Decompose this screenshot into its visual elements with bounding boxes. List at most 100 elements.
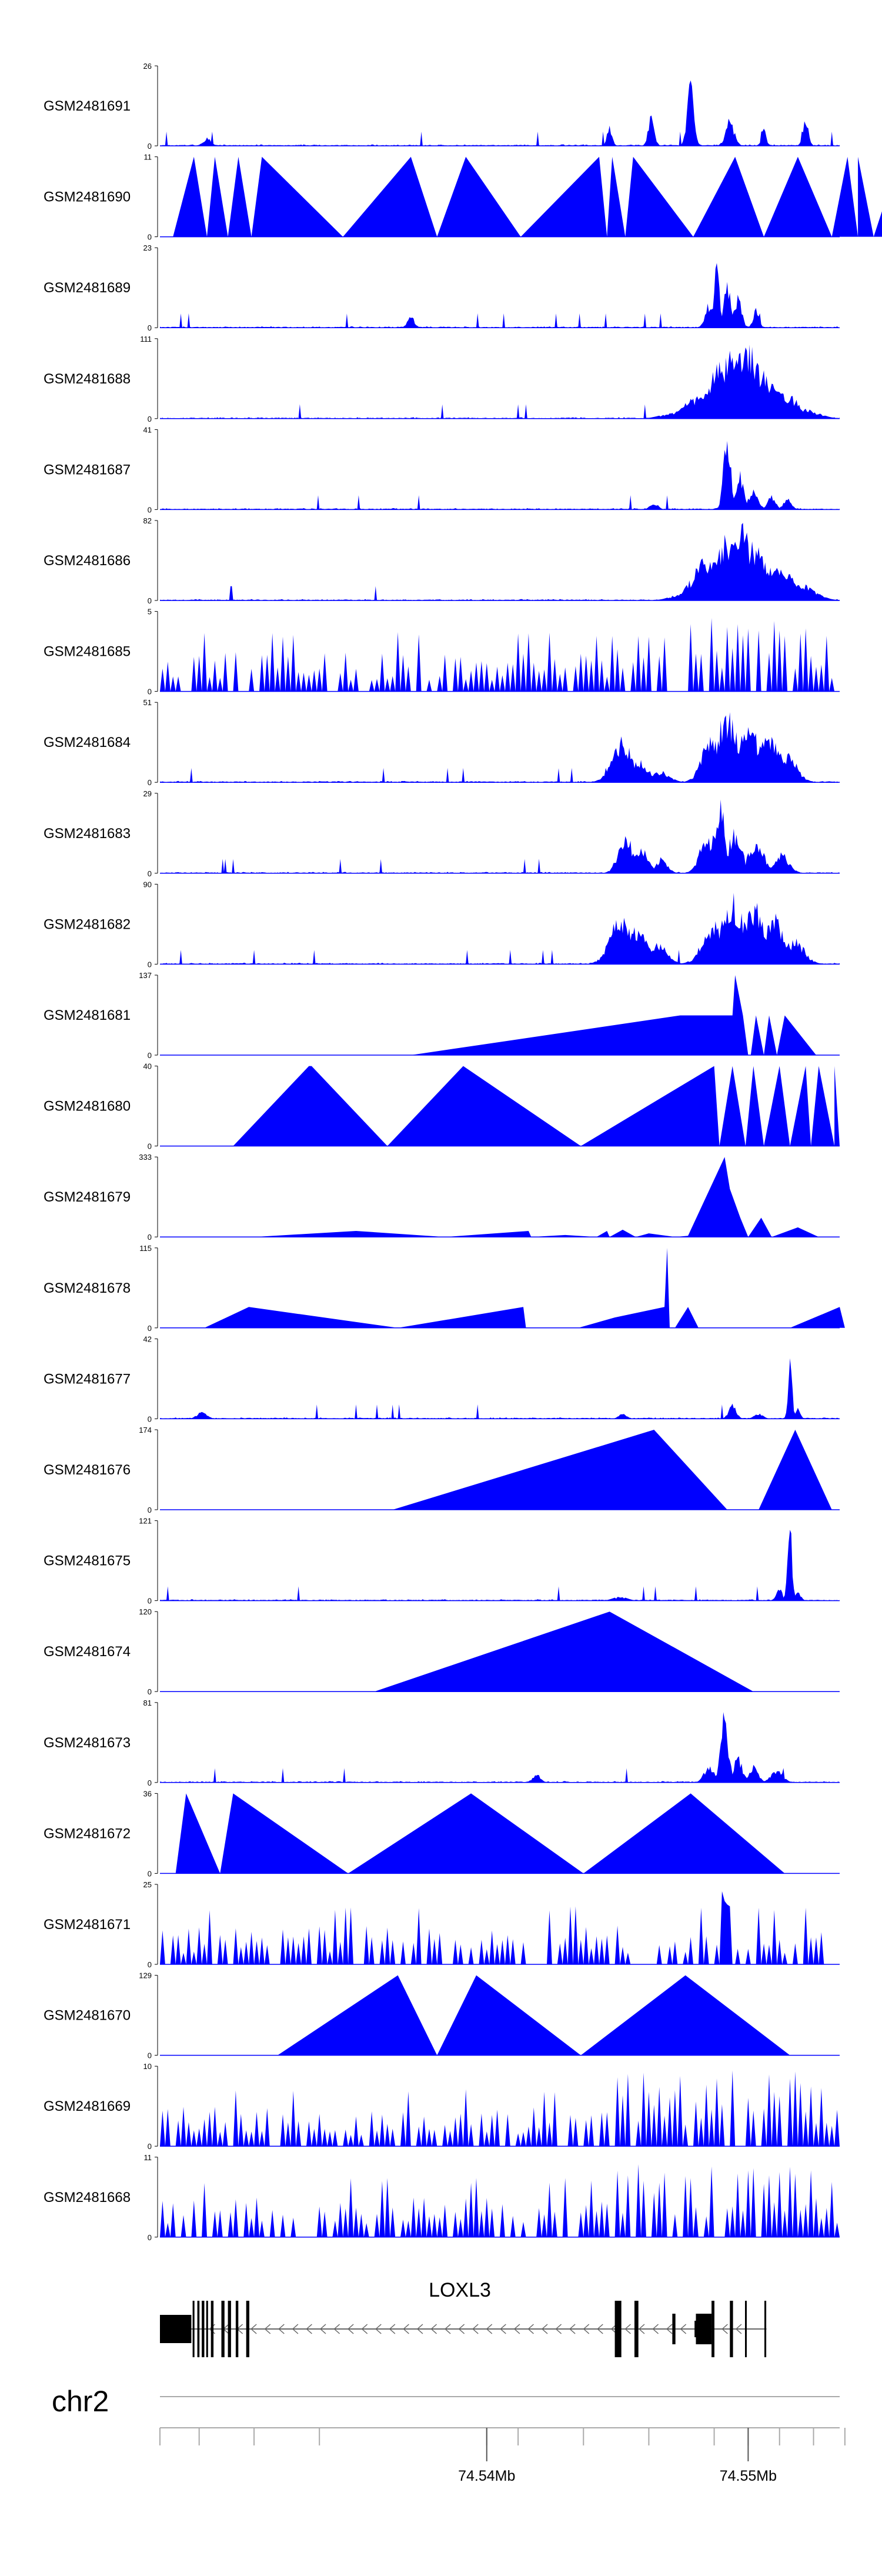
strand-arrow	[555, 2324, 562, 2334]
exon	[235, 2301, 239, 2357]
coverage-area	[160, 345, 840, 419]
y-min-label: 0	[148, 1414, 152, 1423]
track-label: GSM2481683	[44, 826, 131, 842]
y-min-label: 0	[148, 323, 152, 332]
y-max-label: 11	[144, 153, 152, 162]
track-GSM2481676: GSM2481676 174 0	[44, 1426, 840, 1514]
exon	[160, 2315, 192, 2343]
track-label: GSM2481690	[44, 189, 131, 205]
exon	[745, 2301, 747, 2357]
y-min-label: 0	[148, 778, 152, 787]
y-max-label: 5	[148, 608, 152, 616]
track-label: GSM2481682	[44, 916, 131, 932]
y-max-label: 137	[139, 971, 152, 980]
coverage-area	[204, 1247, 845, 1328]
strand-arrow	[638, 2324, 645, 2334]
track-label: GSM2481689	[44, 280, 131, 296]
strand-arrow	[416, 2324, 423, 2334]
exon	[221, 2301, 225, 2357]
coverage-area	[160, 1891, 840, 1964]
y-min-label: 0	[148, 1597, 152, 1606]
y-max-label: 121	[139, 1517, 152, 1526]
y-max-label: 41	[143, 425, 152, 434]
track-GSM2481691: GSM2481691 26 0	[44, 62, 840, 151]
track-label: GSM2481673	[44, 1735, 131, 1751]
y-min-label: 0	[148, 1051, 152, 1060]
y-min-label: 0	[148, 1869, 152, 1878]
y-max-label: 36	[143, 1789, 152, 1798]
y-min-label: 0	[148, 1687, 152, 1696]
y-min-label: 0	[148, 1960, 152, 1969]
strand-arrow	[569, 2324, 576, 2334]
track-GSM2481681: GSM2481681 137 0	[44, 971, 840, 1060]
y-min-label: 0	[148, 415, 152, 423]
track-GSM2481671: GSM2481671 25 0	[44, 1880, 840, 1969]
strand-arrow	[250, 2324, 257, 2334]
track-label: GSM2481679	[44, 1189, 131, 1205]
track-GSM2481674: GSM2481674 120 0	[44, 1607, 840, 1696]
strand-arrow	[583, 2324, 590, 2334]
exon	[614, 2301, 622, 2357]
y-max-label: 115	[139, 1244, 152, 1253]
strand-arrow	[652, 2324, 659, 2334]
track-label: GSM2481674	[44, 1644, 131, 1660]
track-label: GSM2481668	[44, 2190, 131, 2205]
track-label: GSM2481675	[44, 1553, 131, 1569]
y-min-label: 0	[148, 2142, 152, 2151]
track-label: GSM2481680	[44, 1099, 131, 1115]
y-max-label: 29	[143, 789, 152, 798]
track-GSM2481680: GSM2481680 40 0	[44, 1062, 840, 1151]
x-tick-label: 74.55Mb	[720, 2468, 777, 2484]
strand-arrow	[721, 2324, 728, 2334]
strand-arrow	[527, 2324, 534, 2334]
coverage-area	[160, 523, 840, 600]
exon	[672, 2314, 676, 2344]
track-GSM2481672: GSM2481672 36 0	[44, 1789, 840, 1878]
y-max-label: 23	[143, 243, 152, 252]
strand-arrow	[500, 2324, 506, 2334]
y-min-label: 0	[148, 233, 152, 242]
exon	[246, 2301, 249, 2357]
coverage-area	[160, 1530, 840, 1601]
coverage-area	[254, 1157, 819, 1237]
coverage-area	[175, 1793, 785, 1874]
strand-arrow	[306, 2324, 312, 2334]
y-min-label: 0	[148, 1142, 152, 1151]
track-GSM2481685: GSM2481685 5 0	[44, 608, 840, 696]
y-max-label: 120	[139, 1607, 152, 1616]
y-max-label: 82	[143, 516, 152, 525]
track-GSM2481689: GSM2481689 23 0	[44, 243, 840, 332]
strand-arrow	[430, 2324, 437, 2334]
coverage-area	[173, 156, 882, 237]
coverage-area	[233, 1066, 840, 1146]
strand-arrow	[403, 2324, 409, 2334]
strand-arrow	[264, 2324, 271, 2334]
coverage-area	[160, 1712, 840, 1783]
strand-arrow	[333, 2324, 340, 2334]
genome-axis: chr2 74.54Mb 74.55Mb	[52, 2385, 846, 2484]
track-GSM2481682: GSM2481682 90 0	[44, 880, 840, 969]
y-max-label: 51	[143, 698, 152, 707]
y-min-label: 0	[148, 869, 152, 878]
y-max-label: 10	[143, 2062, 152, 2071]
exon	[634, 2301, 639, 2357]
coverage-tracks: GSM2481691260GSM2481690110GSM2481689230G…	[44, 62, 882, 2242]
track-label: GSM2481678	[44, 1280, 131, 1296]
track-label: GSM2481672	[44, 1826, 131, 1841]
gene-track: LOXL3	[160, 2279, 767, 2357]
strand-arrow	[597, 2324, 603, 2334]
track-GSM2481678: GSM2481678 115 0	[44, 1244, 845, 1333]
coverage-area	[160, 2164, 840, 2237]
track-GSM2481677: GSM2481677 42 0	[44, 1334, 840, 1423]
track-label: GSM2481676	[44, 1462, 131, 1478]
coverage-area	[374, 1611, 754, 1692]
y-min-label: 0	[148, 2233, 152, 2242]
y-max-label: 111	[140, 335, 152, 343]
track-GSM2481683: GSM2481683 29 0	[44, 789, 840, 878]
y-max-label: 81	[143, 1699, 152, 1707]
exon	[764, 2301, 767, 2357]
y-max-label: 42	[143, 1334, 152, 1343]
track-GSM2481688: GSM2481688 111 0	[44, 335, 840, 423]
chromosome-label: chr2	[52, 2385, 109, 2418]
x-tick-label: 74.54Mb	[458, 2468, 515, 2484]
